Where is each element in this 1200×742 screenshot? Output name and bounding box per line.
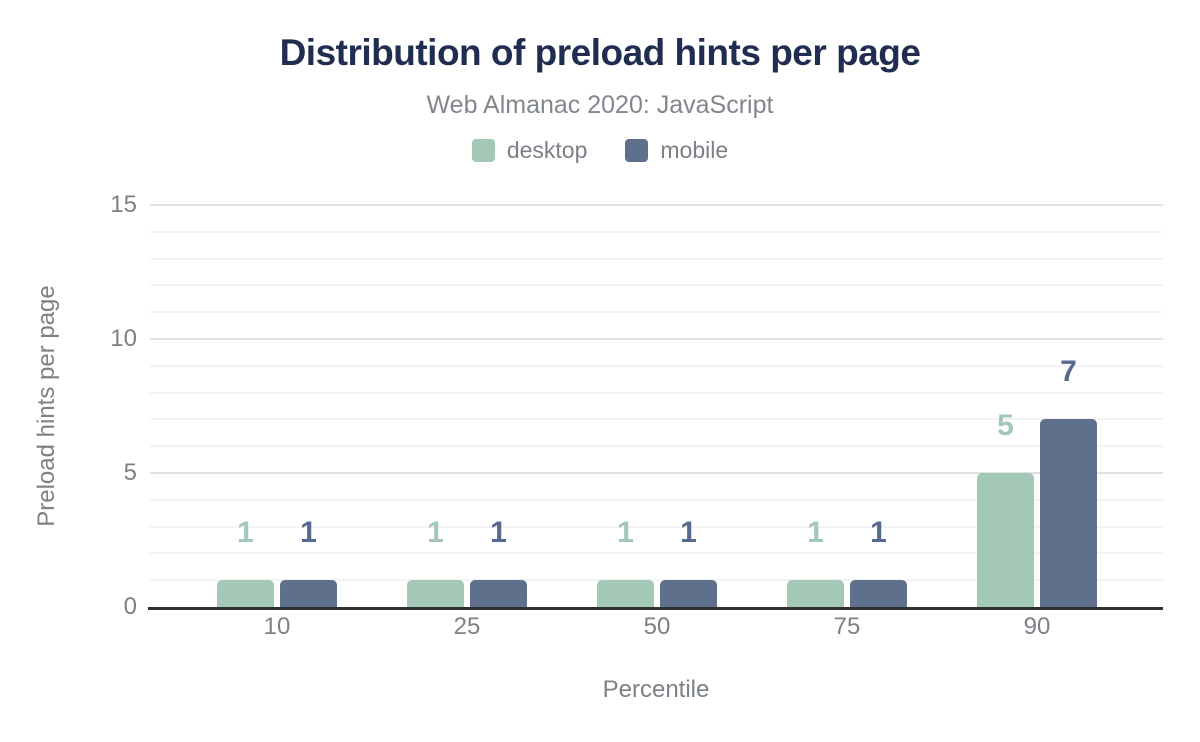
x-axis-line: [148, 607, 1163, 610]
x-tick-label: 50: [643, 613, 671, 640]
gridline-major: [150, 338, 1163, 340]
bar-mobile-p90: [1040, 419, 1097, 607]
gridline-minor: [150, 552, 1163, 554]
gridline-minor: [150, 526, 1163, 528]
y-axis-title: Preload hints per page: [33, 285, 60, 527]
x-tick-label: 10: [263, 613, 291, 640]
x-tick-label: 25: [453, 613, 481, 640]
y-tick-label: 0: [123, 593, 137, 620]
x-axis-title: Percentile: [602, 676, 710, 703]
legend-label-desktop: desktop: [506, 137, 588, 163]
gridline-minor: [150, 579, 1163, 581]
value-label-desktop-p50: 1: [617, 516, 634, 549]
bar-desktop-p50: [597, 580, 654, 607]
value-label-desktop-p90: 5: [997, 409, 1014, 442]
value-label-desktop-p75: 1: [807, 516, 824, 549]
gridline-minor: [150, 392, 1163, 394]
gridline-minor: [150, 284, 1163, 286]
legend-swatch-mobile-icon: [625, 139, 649, 162]
bar-mobile-p25: [470, 580, 527, 607]
y-tick-label: 5: [123, 459, 137, 486]
x-tick-label: 75: [833, 613, 861, 640]
gridline-minor: [150, 258, 1163, 260]
bar-mobile-p50: [660, 580, 717, 607]
gridline-minor: [150, 311, 1163, 313]
y-tick-label: 10: [110, 325, 137, 352]
value-label-mobile-p50: 1: [680, 516, 697, 549]
value-label-desktop-p10: 1: [237, 516, 254, 549]
value-label-mobile-p10: 1: [300, 516, 317, 549]
legend: desktop mobile: [0, 139, 1200, 162]
value-label-mobile-p75: 1: [870, 516, 887, 549]
bar-desktop-p75: [787, 580, 844, 607]
value-label-mobile-p25: 1: [490, 516, 507, 549]
y-tick-label: 15: [110, 191, 137, 218]
bar-mobile-p75: [850, 580, 907, 607]
legend-label-mobile: mobile: [660, 137, 729, 163]
bar-desktop-p25: [407, 580, 464, 607]
gridline-minor: [150, 365, 1163, 367]
chart-subtitle: Web Almanac 2020: JavaScript: [426, 91, 774, 119]
gridline-major: [150, 472, 1163, 474]
legend-item-mobile: mobile: [625, 139, 728, 162]
gridline-major: [150, 204, 1163, 206]
value-label-mobile-p90: 7: [1060, 355, 1077, 388]
legend-swatch-desktop-icon: [471, 139, 495, 162]
legend-item-desktop: desktop: [471, 137, 588, 163]
chart-title: Distribution of preload hints per page: [279, 32, 921, 73]
value-label-desktop-p25: 1: [427, 516, 444, 549]
gridline-minor: [150, 499, 1163, 501]
gridline-minor: [150, 445, 1163, 447]
bar-desktop-p10: [217, 580, 274, 607]
x-tick-label: 90: [1023, 613, 1051, 640]
gridline-minor: [150, 231, 1163, 233]
bar-mobile-p10: [280, 580, 337, 607]
bar-desktop-p90: [977, 473, 1034, 607]
gridline-minor: [150, 418, 1163, 420]
